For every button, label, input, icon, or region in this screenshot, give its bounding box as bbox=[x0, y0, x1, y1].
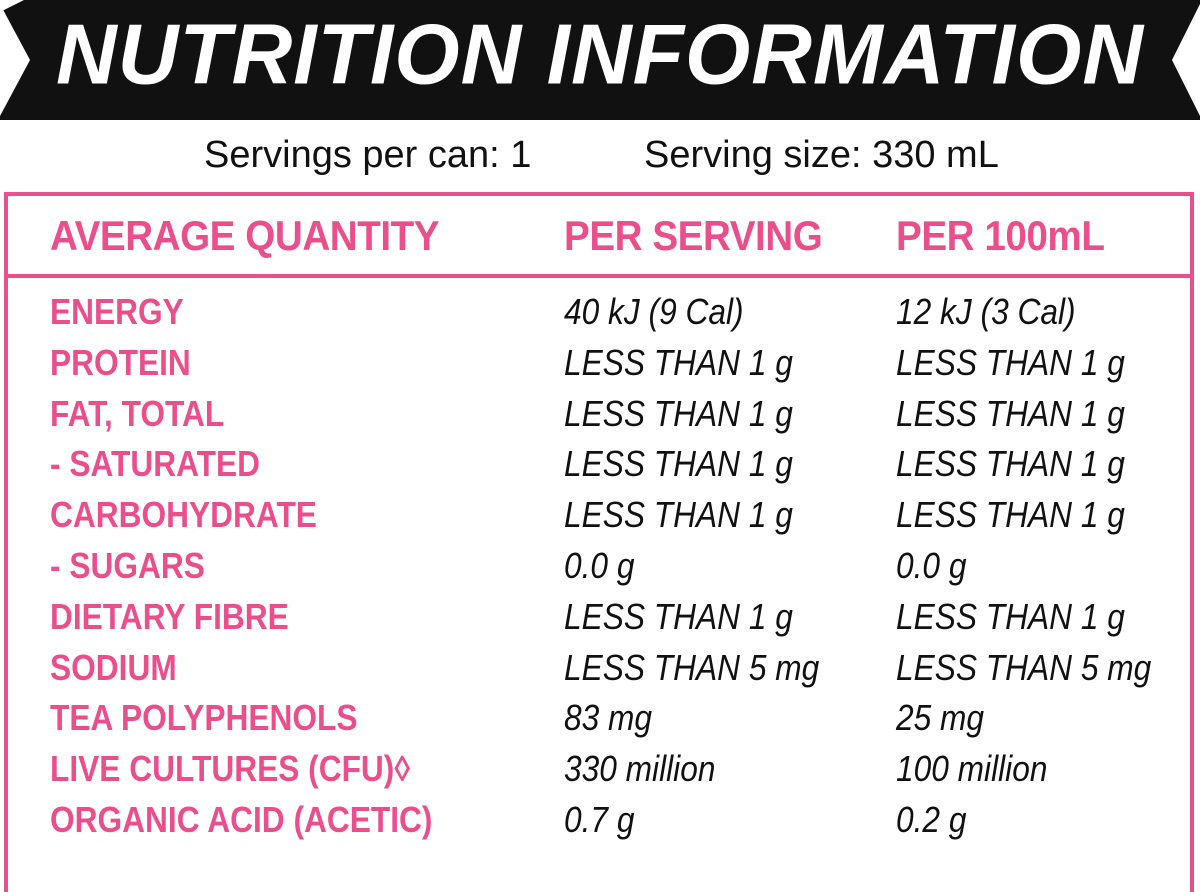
title-banner: NUTRITION INFORMATION bbox=[0, 0, 1200, 122]
nutrient-name: - SUGARS bbox=[50, 544, 205, 586]
table-row: FAT, TOTAL LESS THAN 1 g LESS THAN 1 g bbox=[8, 392, 1190, 443]
per-serving-value: LESS THAN 1 g bbox=[564, 443, 793, 485]
per-100ml-value: 100 million bbox=[896, 748, 1048, 790]
nutrient-name: FAT, TOTAL bbox=[50, 392, 225, 434]
per-100ml-value: 0.2 g bbox=[896, 798, 967, 840]
serving-size: Serving size: 330 mL bbox=[644, 134, 999, 176]
table-header-row: AVERAGE QUANTITY PER SERVING PER 100mL bbox=[8, 196, 1190, 278]
table-row: SODIUM LESS THAN 5 mg LESS THAN 5 mg bbox=[8, 646, 1190, 697]
table-row: CARBOHYDRATE LESS THAN 1 g LESS THAN 1 g bbox=[8, 493, 1190, 544]
nutrient-name: PROTEIN bbox=[50, 341, 191, 383]
per-100ml-value: LESS THAN 5 mg bbox=[896, 646, 1152, 688]
table-row: TEA POLYPHENOLS 83 mg 25 mg bbox=[8, 696, 1190, 747]
nutrient-name: CARBOHYDRATE bbox=[50, 494, 317, 536]
per-serving-value: LESS THAN 1 g bbox=[564, 494, 793, 536]
table-body: ENERGY 40 kJ (9 Cal) 12 kJ (3 Cal) PROTE… bbox=[8, 290, 1190, 849]
table-row: PROTEIN LESS THAN 1 g LESS THAN 1 g bbox=[8, 341, 1190, 392]
per-serving-value: 83 mg bbox=[564, 697, 653, 739]
nutrient-name: ORGANIC ACID (ACETIC) bbox=[50, 798, 433, 840]
per-serving-value: LESS THAN 1 g bbox=[564, 392, 793, 434]
servings-per-can: Servings per can: 1 bbox=[204, 134, 532, 176]
per-100ml-value: 25 mg bbox=[896, 697, 985, 739]
table-row: ENERGY 40 kJ (9 Cal) 12 kJ (3 Cal) bbox=[8, 290, 1190, 341]
per-serving-value: LESS THAN 5 mg bbox=[564, 646, 820, 688]
per-serving-value: 0.7 g bbox=[564, 798, 635, 840]
nutrient-name: TEA POLYPHENOLS bbox=[50, 697, 358, 739]
per-100ml-value: 0.0 g bbox=[896, 544, 967, 586]
column-header-per-serving: PER SERVING bbox=[564, 212, 823, 259]
column-header-average-quantity: AVERAGE QUANTITY bbox=[50, 212, 440, 259]
table-row: ORGANIC ACID (ACETIC) 0.7 g 0.2 g bbox=[8, 798, 1190, 849]
nutrition-table: AVERAGE QUANTITY PER SERVING PER 100mL E… bbox=[4, 192, 1194, 892]
table-row: DIETARY FIBRE LESS THAN 1 g LESS THAN 1 … bbox=[8, 595, 1190, 646]
per-100ml-value: LESS THAN 1 g bbox=[896, 392, 1125, 434]
table-row: LIVE CULTURES (CFU)◊ 330 million 100 mil… bbox=[8, 747, 1190, 798]
per-serving-value: 0.0 g bbox=[564, 544, 635, 586]
per-serving-value: 330 million bbox=[564, 748, 716, 790]
per-100ml-value: LESS THAN 1 g bbox=[896, 595, 1125, 637]
per-serving-value: LESS THAN 1 g bbox=[564, 595, 793, 637]
nutrient-name: ENERGY bbox=[50, 291, 184, 332]
nutrient-name: LIVE CULTURES (CFU)◊ bbox=[50, 748, 411, 790]
per-serving-value: LESS THAN 1 g bbox=[564, 341, 793, 383]
nutrient-name: SODIUM bbox=[50, 646, 177, 688]
table-row: - SUGARS 0.0 g 0.0 g bbox=[8, 544, 1190, 595]
nutrient-name: DIETARY FIBRE bbox=[50, 595, 289, 637]
per-100ml-value: LESS THAN 1 g bbox=[896, 443, 1125, 485]
per-100ml-value: LESS THAN 1 g bbox=[896, 494, 1125, 536]
banner-ribbon-shape bbox=[0, 0, 1200, 120]
per-100ml-value: 12 kJ (3 Cal) bbox=[896, 291, 1076, 332]
per-100ml-value: LESS THAN 1 g bbox=[896, 341, 1125, 383]
table-row: - SATURATED LESS THAN 1 g LESS THAN 1 g bbox=[8, 442, 1190, 493]
column-header-per-100ml: PER 100mL bbox=[896, 212, 1105, 259]
per-serving-value: 40 kJ (9 Cal) bbox=[564, 291, 744, 332]
page-title: NUTRITION INFORMATION bbox=[56, 6, 1144, 102]
nutrient-name: - SATURATED bbox=[50, 443, 261, 485]
